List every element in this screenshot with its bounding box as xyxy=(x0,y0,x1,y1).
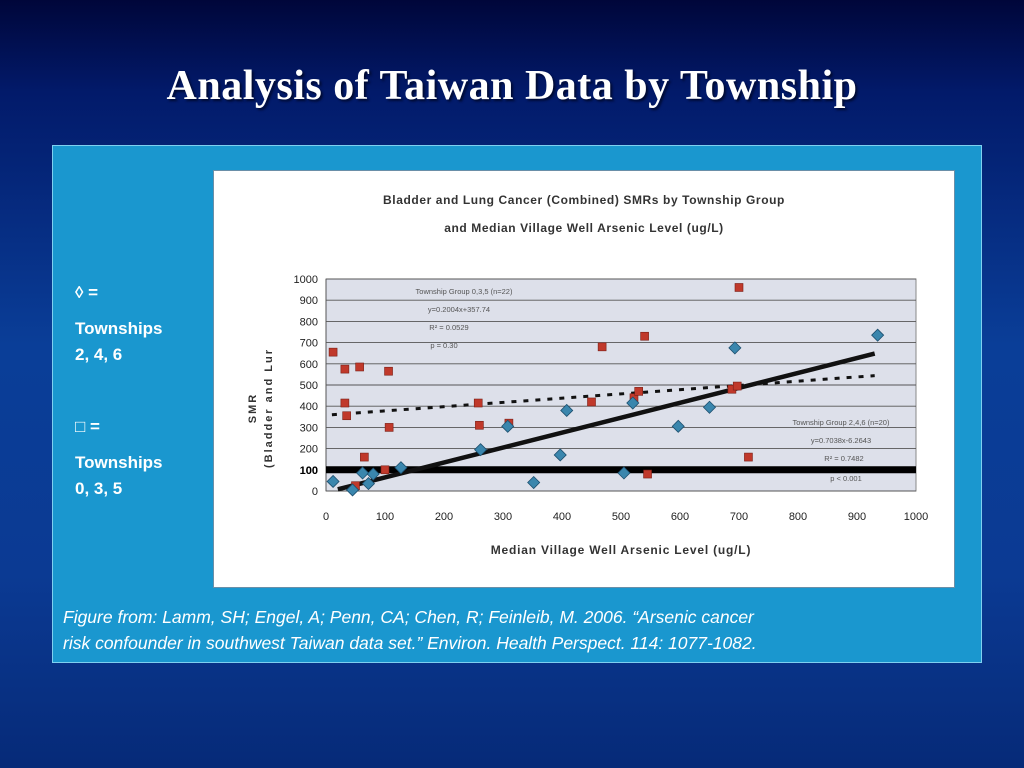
square-point xyxy=(380,465,390,475)
annotation-group-0-3-5: y=0.2004x+357.74 xyxy=(428,305,490,314)
legend-square-text-2: 0, 3, 5 xyxy=(75,479,123,498)
diamond-point xyxy=(560,403,574,418)
diamond-point xyxy=(361,477,376,491)
fit-line-group-2-4-6 xyxy=(337,351,876,492)
square-point xyxy=(328,347,338,357)
caption-line-2: risk confounder in southwest Taiwan data… xyxy=(63,633,757,653)
square-point xyxy=(597,342,607,352)
y-tick-label: 600 xyxy=(300,359,318,371)
square-point xyxy=(355,362,364,372)
content-panel: ◊ = Townships 2, 4, 6 □ = Townships 0, 3… xyxy=(52,145,982,663)
x-tick-label: 300 xyxy=(494,511,512,523)
square-point xyxy=(640,331,649,341)
y-tick-label: 200 xyxy=(300,444,318,456)
x-tick-label: 400 xyxy=(553,511,571,523)
diamond-point xyxy=(728,341,742,355)
chart-title-line-1: Bladder and Lung Cancer (Combined) SMRs … xyxy=(383,193,785,207)
square-point xyxy=(732,381,742,391)
x-tick-label: 600 xyxy=(671,511,689,523)
square-point xyxy=(384,423,394,432)
y-tick-label: 500 xyxy=(300,380,318,392)
reference-line-label: 100 xyxy=(300,465,318,477)
legend-diamond: ◊ = Townships 2, 4, 6 xyxy=(75,280,163,368)
x-tick-label: 0 xyxy=(323,511,329,523)
legend-square-text-1: Townships xyxy=(75,453,163,472)
y-tick-label: 400 xyxy=(300,401,318,413)
square-point xyxy=(340,398,350,408)
square-point xyxy=(475,420,484,430)
x-tick-label: 1000 xyxy=(904,511,928,523)
x-tick-label: 100 xyxy=(376,511,394,523)
chart-title-line-2: and Median Village Well Arsenic Level (u… xyxy=(444,221,724,235)
diamond-point xyxy=(345,483,360,497)
diamond-point xyxy=(671,419,685,433)
legend-square-symbol: □ = xyxy=(75,417,100,436)
slide-title: Analysis of Taiwan Data by Township xyxy=(166,63,858,109)
x-tick-label: 700 xyxy=(730,511,748,523)
legend-square: □ = Townships 0, 3, 5 xyxy=(75,414,163,502)
diamond-point xyxy=(702,400,717,414)
y-tick-label: 100 xyxy=(300,465,318,477)
y-tick-label: 1000 xyxy=(294,274,318,286)
diamond-point xyxy=(474,443,488,457)
square-point xyxy=(342,411,351,421)
square-point xyxy=(587,397,596,407)
diamond-point xyxy=(366,467,380,481)
caption-line-1: Figure from: Lamm, SH; Engel, A; Penn, C… xyxy=(63,607,754,627)
annotation-group-2-4-6: Township Group 2,4,6 (n=20) xyxy=(793,418,890,427)
x-tick-label: 800 xyxy=(789,511,807,523)
annotation-group-2-4-6: y=0.7038x-6.2643 xyxy=(811,436,871,445)
figure-box: Bladder and Lung Cancer (Combined) SMRs … xyxy=(213,170,955,588)
annotation-group-2-4-6: p < 0.001 xyxy=(830,474,862,483)
square-point xyxy=(473,398,483,408)
square-point xyxy=(360,452,369,462)
annotation-group-0-3-5: p = 0.30 xyxy=(430,341,457,350)
diamond-point xyxy=(394,461,408,475)
chart-ylabel-line-2: (Bladder and Lur xyxy=(263,348,275,468)
chart-ylabel-line-1: SMR xyxy=(247,393,259,423)
legend-diamond-text-2: 2, 4, 6 xyxy=(75,345,123,364)
diamond-point xyxy=(553,448,567,462)
x-tick-label: 500 xyxy=(612,511,630,523)
diamond-point xyxy=(626,396,640,410)
square-point xyxy=(734,283,744,292)
square-point xyxy=(634,387,644,396)
y-tick-label: 700 xyxy=(300,338,318,350)
y-tick-label: 800 xyxy=(300,316,318,328)
square-point xyxy=(340,364,350,374)
y-tick-label: 0 xyxy=(312,486,318,498)
citation-caption: Figure from: Lamm, SH; Engel, A; Penn, C… xyxy=(63,604,975,656)
square-point xyxy=(643,469,652,479)
diamond-point xyxy=(326,474,340,489)
x-tick-label: 900 xyxy=(848,511,866,523)
annotation-group-0-3-5: Township Group 0,3,5 (n=22) xyxy=(416,287,513,296)
legend-diamond-text-1: Townships xyxy=(75,319,163,338)
square-point xyxy=(744,452,753,462)
x-tick-label: 200 xyxy=(435,511,453,523)
legend-diamond-symbol: ◊ = xyxy=(75,283,99,302)
square-point xyxy=(384,366,393,376)
diamond-point xyxy=(356,466,370,480)
annotation-group-0-3-5: R² = 0.0529 xyxy=(429,323,468,332)
diamond-point xyxy=(617,466,631,480)
scatter-chart: Bladder and Lung Cancer (Combined) SMRs … xyxy=(247,193,928,557)
y-tick-label: 300 xyxy=(300,422,318,434)
diamond-point xyxy=(527,475,541,490)
chart-xlabel: Median Village Well Arsenic Level (ug/L) xyxy=(491,543,752,557)
y-tick-label: 900 xyxy=(300,295,318,307)
diamond-point xyxy=(871,328,885,342)
diamond-point xyxy=(501,419,515,433)
annotation-group-2-4-6: R² = 0.7482 xyxy=(824,454,863,463)
